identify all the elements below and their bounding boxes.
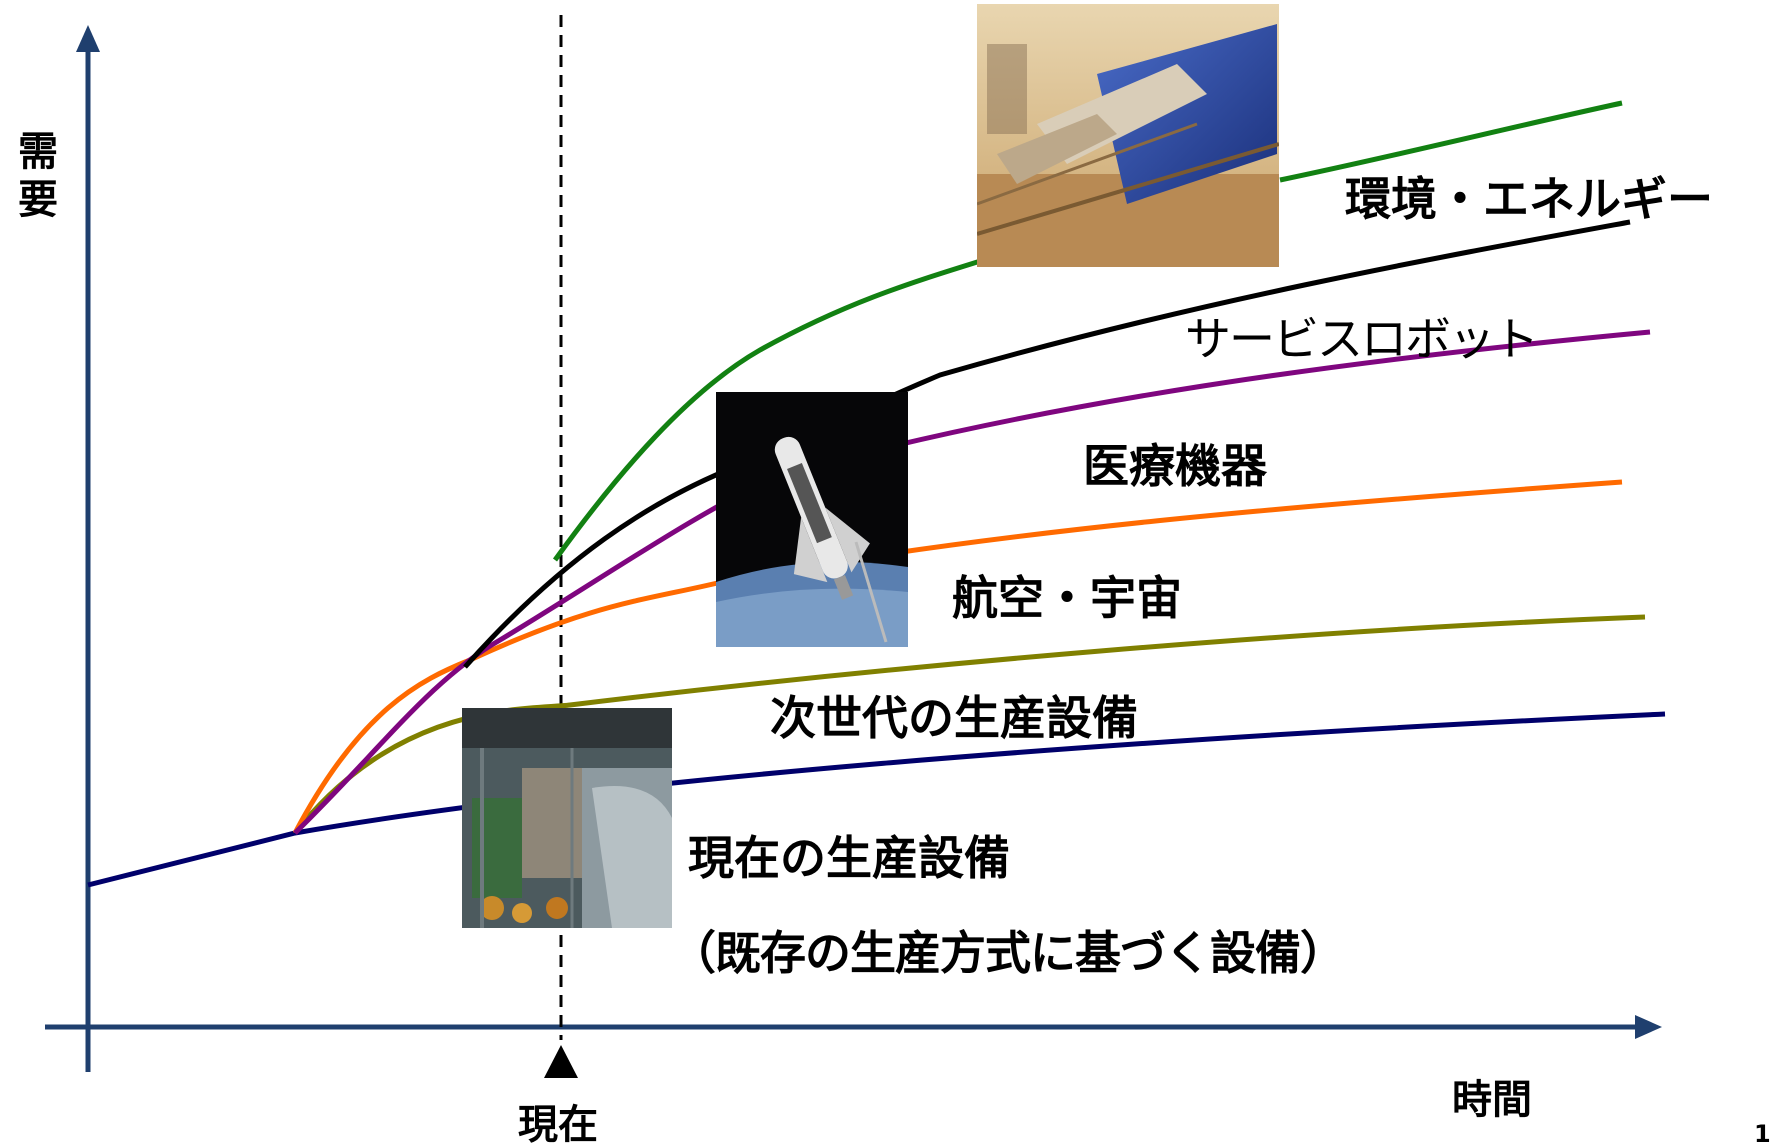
y-axis-label: 需要 xyxy=(11,130,57,226)
curve-aerospace xyxy=(292,479,1623,835)
label-current: 現在の生産設備 xyxy=(688,831,1010,885)
factory-robot-line-photo xyxy=(462,708,672,928)
now-label: 現在 xyxy=(518,1102,598,1148)
label-medical: 医療機器 xyxy=(1083,439,1267,493)
label-aerospace: 航空・宇宙 xyxy=(952,571,1182,625)
space-shuttle-photo xyxy=(716,392,908,647)
now-marker-triangle xyxy=(544,1045,578,1078)
label-environment-energy: 環境・エネルギー xyxy=(1345,172,1713,226)
curve-environment-energy xyxy=(552,100,1623,562)
y-axis-arrow xyxy=(76,25,100,52)
solar-thermal-plant-photo xyxy=(977,4,1279,267)
label-next-gen: 次世代の生産設備 xyxy=(770,691,1138,745)
label-service-robot: サービスロボット xyxy=(1185,312,1539,366)
page-number: 1 xyxy=(1754,1120,1771,1148)
curve-next-gen xyxy=(293,614,1646,835)
x-axis-label: 時間 xyxy=(1452,1077,1532,1123)
x-axis-arrow xyxy=(1635,1015,1662,1039)
label-current-sublabel: （既存の生産方式に基づく設備） xyxy=(670,926,1346,980)
